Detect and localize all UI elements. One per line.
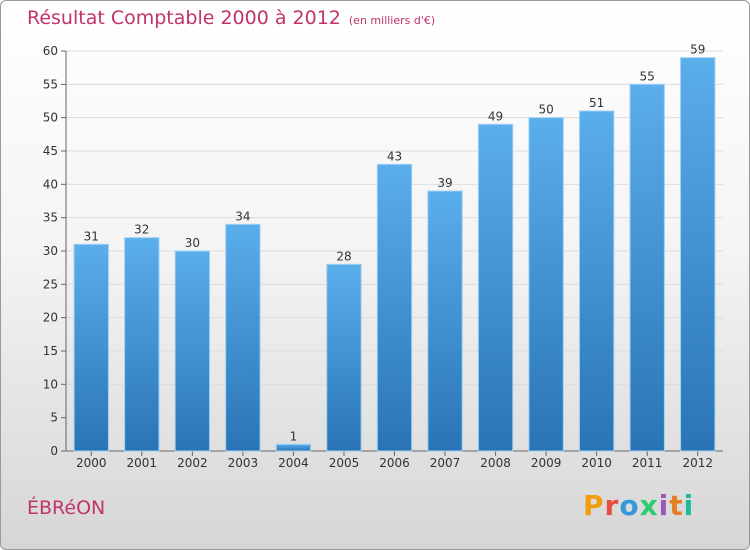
bar: [528, 117, 564, 452]
chart-title: Résultat Comptable 2000 à 2012 (en millie…: [27, 7, 435, 29]
y-tick-label: 60: [43, 44, 58, 58]
data-label: 50: [538, 103, 553, 117]
data-label: 34: [235, 209, 250, 223]
chart-title-text: Résultat Comptable 2000 à 2012: [27, 7, 341, 29]
bar: [174, 250, 211, 452]
x-tick-label: 2004: [278, 456, 309, 470]
data-label: 39: [437, 176, 452, 190]
logo-letter: i: [683, 489, 695, 522]
logo-letter: x: [639, 489, 659, 522]
y-tick-label: 35: [43, 211, 58, 225]
x-tick-label: 2007: [430, 456, 461, 470]
logo-letter: t: [669, 489, 684, 522]
y-tick-label: 45: [43, 144, 58, 158]
logo-letter: i: [658, 489, 670, 522]
y-tick-label: 10: [43, 377, 58, 391]
y-tick-label: 5: [50, 411, 58, 425]
data-label: 1: [290, 429, 298, 443]
y-tick-label: 30: [43, 244, 58, 258]
bar: [275, 443, 312, 452]
bar: [680, 57, 716, 452]
data-label: 55: [640, 69, 655, 83]
bar: [477, 123, 514, 452]
x-tick-label: 2000: [76, 456, 107, 470]
x-tick-label: 2006: [379, 456, 410, 470]
x-tick-label: 2005: [329, 456, 360, 470]
logo-letter: o: [619, 489, 640, 522]
y-tick-label: 55: [43, 77, 58, 91]
proxiti-logo: Proxiti: [583, 489, 694, 522]
x-tick-label: 2009: [531, 456, 562, 470]
chart-subtitle: (en milliers d'€): [348, 14, 436, 27]
bar: [376, 163, 413, 452]
x-tick-label: 2003: [228, 456, 259, 470]
data-label: 28: [336, 249, 351, 263]
y-tick-label: 0: [50, 444, 58, 458]
data-label: 32: [134, 223, 149, 237]
bar: [124, 237, 160, 452]
data-label: 59: [690, 43, 705, 57]
logo-letter: r: [604, 489, 620, 522]
bar: [629, 83, 665, 452]
labels: 0 5 10 15 20 25 30 35 40 45 50 55 60 31 2000 32 2001 30 20…: [43, 43, 713, 470]
place-name: ÉBRéON: [27, 497, 106, 519]
bar: [326, 263, 362, 452]
x-tick-label: 2002: [177, 456, 208, 470]
x-tick-label: 2001: [127, 456, 158, 470]
y-tick-label: 20: [43, 311, 58, 325]
y-tick-label: 50: [43, 111, 58, 125]
y-tick-label: 25: [43, 277, 58, 291]
y-tick-label: 40: [43, 177, 58, 191]
data-label: 49: [488, 109, 503, 123]
bar: [578, 110, 615, 452]
data-label: 30: [185, 236, 200, 250]
bar: [427, 190, 463, 452]
bar: [73, 243, 109, 452]
bar: [225, 223, 261, 452]
data-label: 31: [84, 229, 99, 243]
x-tick-label: 2012: [682, 456, 713, 470]
x-tick-label: 2008: [480, 456, 511, 470]
data-label: 43: [387, 149, 402, 163]
x-tick-label: 2011: [632, 456, 663, 470]
y-tick-label: 15: [43, 344, 58, 358]
logo-letter: P: [583, 489, 605, 522]
bars: [73, 57, 716, 452]
data-label: 51: [589, 96, 604, 110]
x-tick-label: 2010: [581, 456, 612, 470]
